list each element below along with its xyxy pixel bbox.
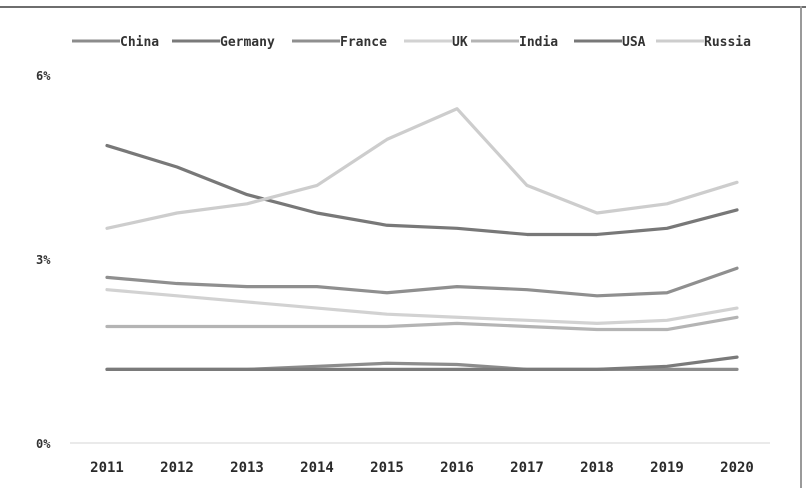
x-tick-label: 2019 — [650, 460, 684, 476]
legend-label: France — [340, 35, 387, 50]
top-border — [0, 6, 806, 8]
series-line-uk — [105, 288, 739, 325]
right-border — [800, 6, 802, 488]
y-tick-label: 3% — [36, 253, 51, 267]
legend: China Germany France UK India USA Russia — [72, 35, 751, 50]
legend-label: UK — [452, 35, 468, 50]
x-tick-label: 2017 — [510, 460, 544, 476]
x-tick-label: 2015 — [370, 460, 404, 476]
series-line-france — [105, 266, 739, 298]
plot-area — [105, 107, 739, 371]
x-tick-label: 2013 — [230, 460, 264, 476]
series-line-russia — [105, 107, 739, 230]
x-tick-label: 2016 — [440, 460, 474, 476]
legend-label: USA — [622, 35, 646, 50]
legend-label: Germany — [220, 35, 275, 50]
y-tick-label: 6% — [36, 69, 51, 83]
legend-label: India — [519, 35, 558, 50]
series-line-germany — [105, 355, 739, 371]
y-axis: 0% 3% 6% — [36, 69, 51, 451]
x-tick-label: 2020 — [720, 460, 754, 476]
x-axis: 2011 2012 2013 2014 2015 2016 2017 2018 2019 2020 — [90, 460, 754, 476]
legend-label: Russia — [704, 35, 751, 50]
x-tick-label: 2011 — [90, 460, 124, 476]
series-line-usa — [105, 143, 739, 237]
x-tick-label: 2012 — [160, 460, 194, 476]
y-tick-label: 0% — [36, 437, 51, 451]
x-tick-label: 2014 — [300, 460, 334, 476]
x-tick-label: 2018 — [580, 460, 614, 476]
legend-label: China — [120, 35, 159, 50]
series-line-india — [105, 315, 739, 332]
